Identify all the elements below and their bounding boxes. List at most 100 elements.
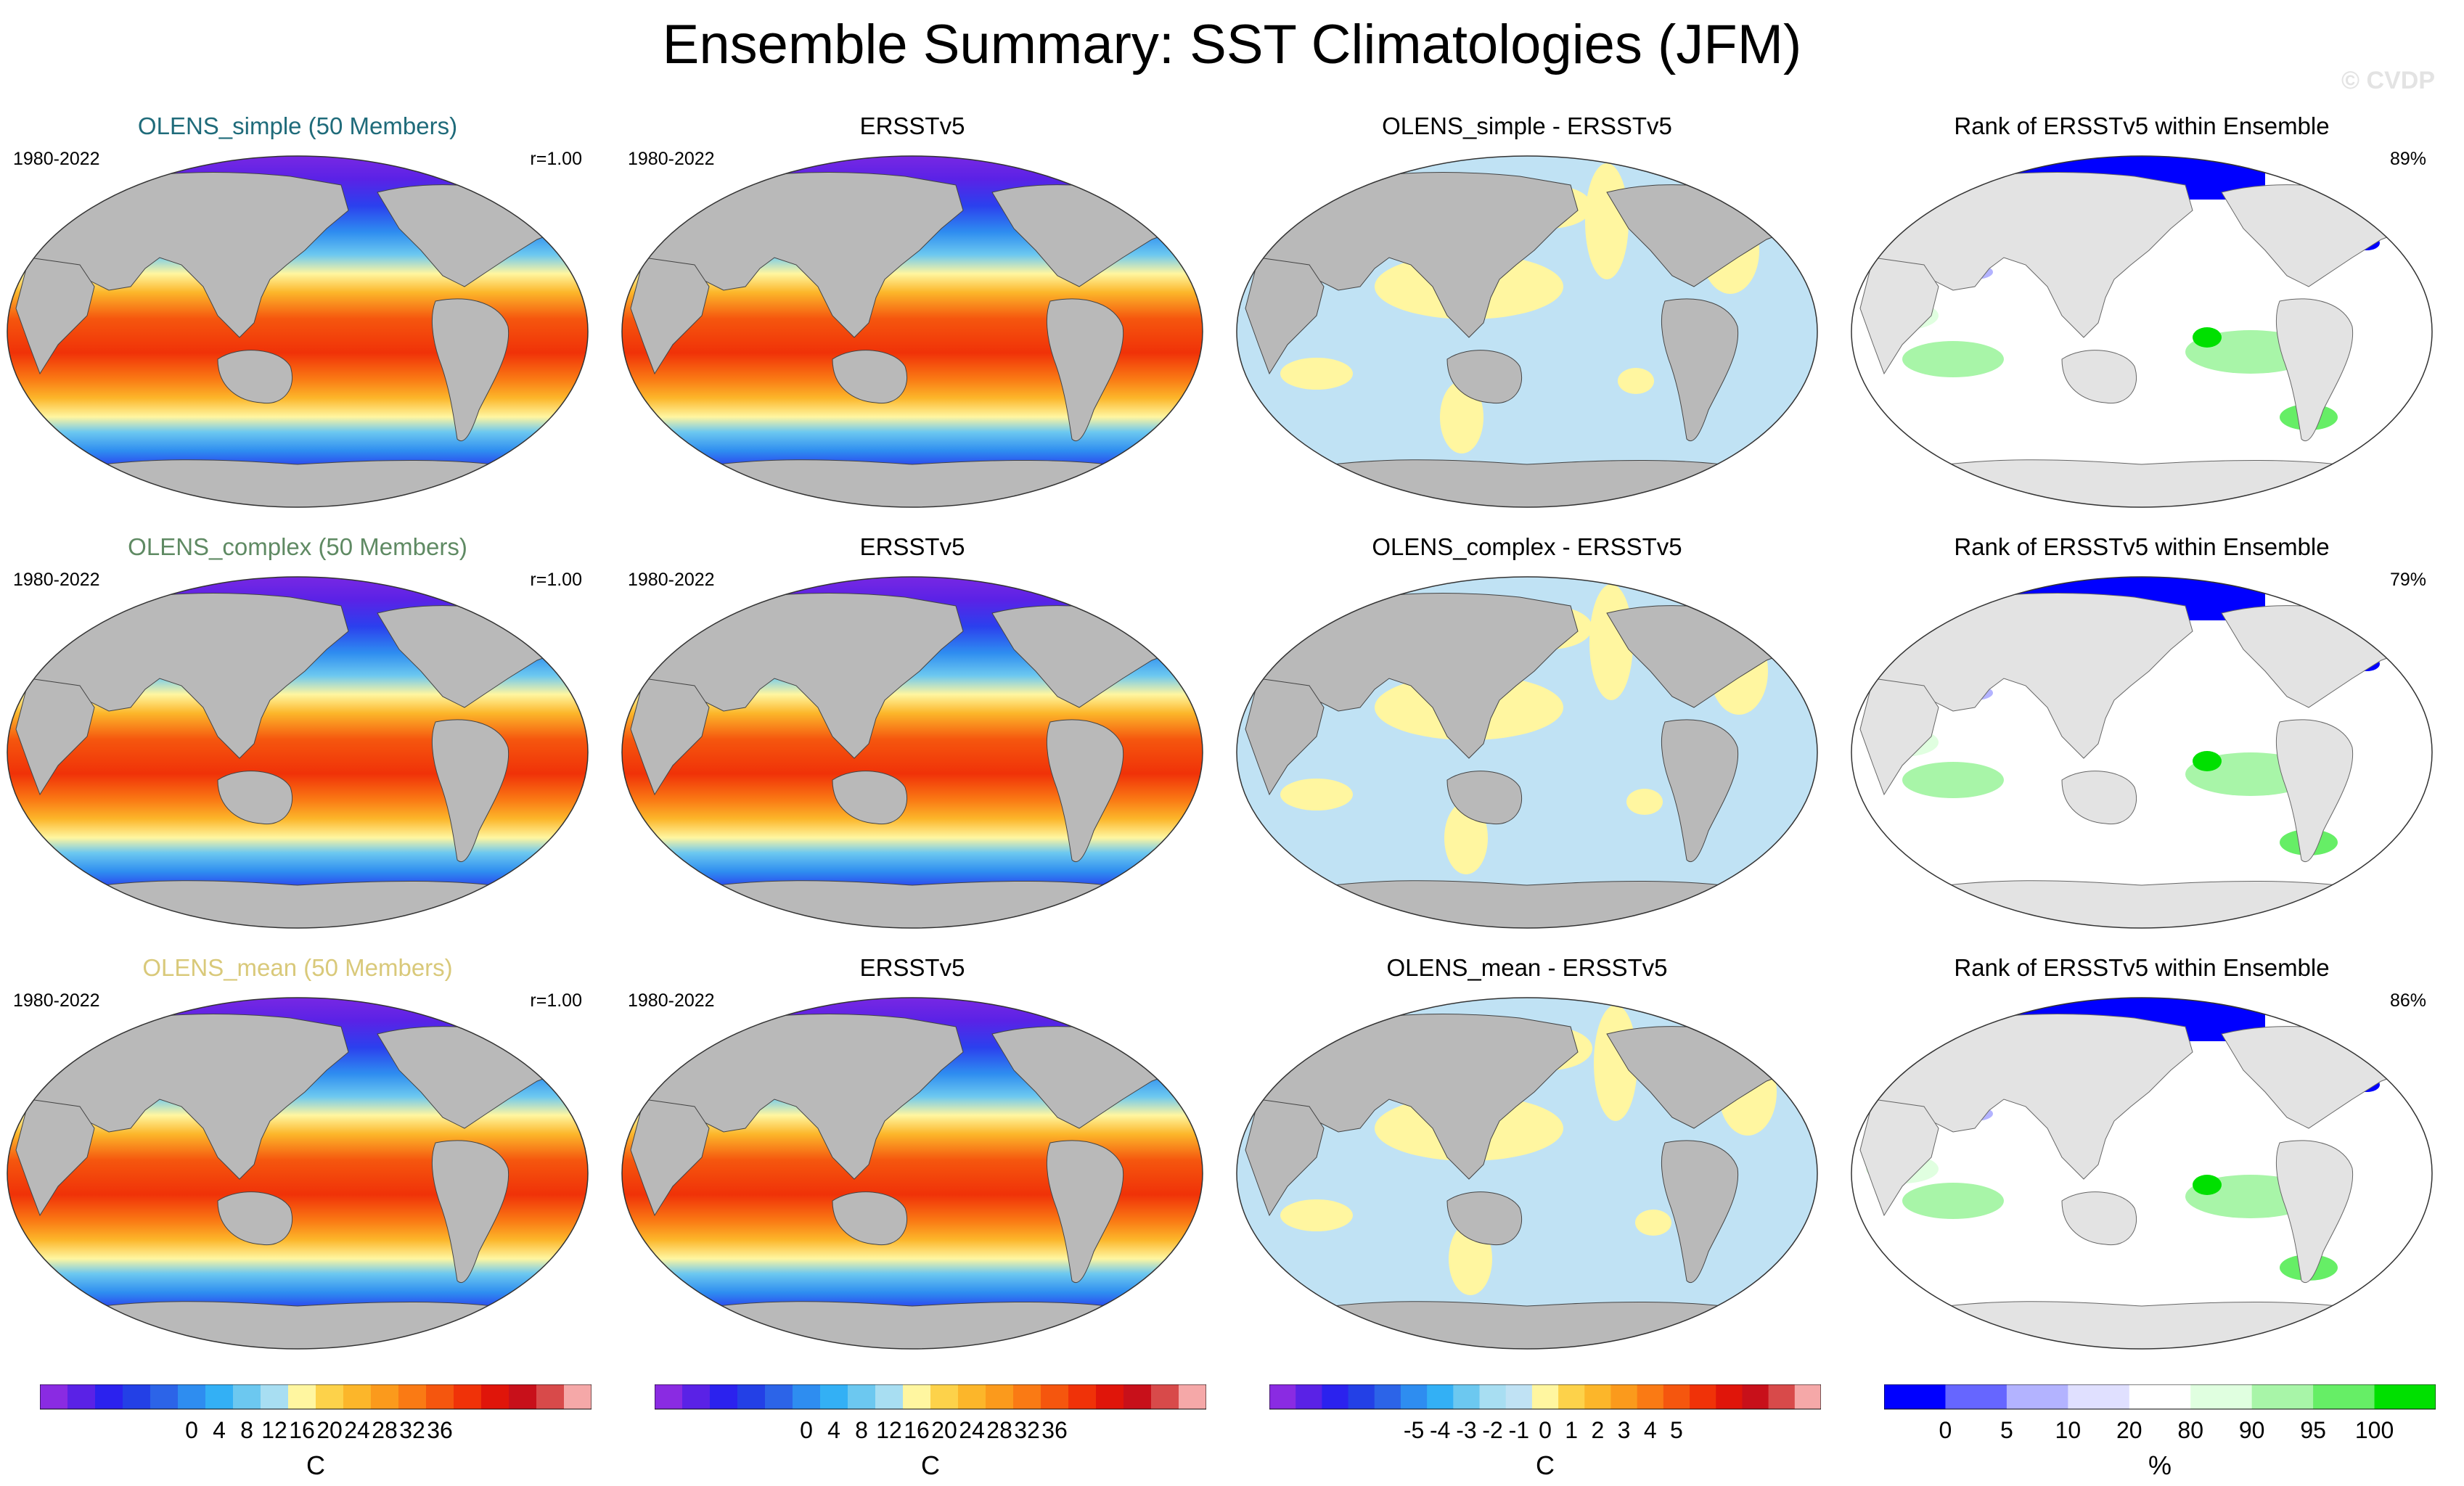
colorbar-swatch: [205, 1384, 234, 1409]
colorbar-swatch: [793, 1384, 821, 1409]
colorbar-swatch: [1179, 1384, 1206, 1409]
land-mask: [1901, 459, 2383, 507]
high-rank-region: [2193, 1175, 2222, 1195]
map-panel-diff: OLENS_complex - ERSSTv5: [1229, 533, 1825, 940]
land-mask: [1245, 678, 1325, 796]
map-panel-diff: OLENS_simple - ERSSTv5: [1229, 112, 1825, 519]
world-map: [1851, 155, 2433, 508]
positive-anomaly-region: [1280, 358, 1353, 390]
colorbar-swatch: [1716, 1384, 1743, 1409]
period-label: 1980-2022: [628, 149, 715, 169]
panel-title: OLENS_complex - ERSSTv5: [1372, 533, 1682, 560]
colorbar-swatch: [2313, 1384, 2375, 1409]
map-outline: [7, 155, 589, 508]
colorbar-tick-label: 32: [399, 1417, 425, 1443]
land-mask: [2061, 350, 2137, 404]
panel-title: OLENS_simple (50 Members): [137, 112, 458, 139]
land-mask: [217, 771, 293, 825]
colorbar-swatch: [1296, 1384, 1322, 1409]
land-mask: [15, 678, 95, 796]
colorbar-swatch: [1945, 1384, 2007, 1409]
positive-anomaly-region: [1280, 779, 1353, 810]
colorbar-swatch: [2129, 1384, 2191, 1409]
colorbar-tick-label: 16: [904, 1417, 930, 1443]
colorbar-tick-label: 24: [959, 1417, 985, 1443]
land-mask: [832, 1191, 908, 1246]
world-map: [1851, 576, 2433, 929]
colorbar-swatch: [2190, 1384, 2253, 1409]
colorbar-swatch: [564, 1384, 592, 1409]
land-mask: [500, 599, 560, 625]
rank-percentage: 86%: [2389, 990, 2426, 1011]
map-outline: [1851, 155, 2433, 508]
panel-title: Rank of ERSSTv5 within Ensemble: [1954, 533, 2330, 560]
colorbar-tick-label: 8: [240, 1417, 253, 1443]
colorbar-swatch: [1768, 1384, 1796, 1409]
land-mask: [1286, 459, 1768, 507]
colorbar-swatch: [655, 1384, 683, 1409]
colorbar-unit-label: C: [921, 1450, 940, 1480]
land-mask: [630, 678, 710, 796]
high-rank-region: [1902, 762, 2004, 798]
rank-percentage: 89%: [2389, 149, 2426, 169]
land-mask: [1446, 350, 1523, 404]
world-map: [1236, 576, 1818, 929]
panel-title: ERSSTv5: [859, 112, 965, 139]
world-map: [621, 576, 1203, 929]
panel-title: ERSSTv5: [859, 533, 965, 560]
colorbar-tick-label: 20: [2116, 1417, 2142, 1443]
colorbar-swatch: [1151, 1384, 1179, 1409]
period-label: 1980-2022: [13, 990, 100, 1011]
land-mask: [1115, 599, 1174, 625]
map-panel-model: OLENS_complex (50 Members) 1980-2022 r=1.0…: [0, 533, 595, 940]
colorbar-tick-label: -2: [1482, 1417, 1502, 1443]
colorbar-unit-label: C: [306, 1450, 325, 1480]
colorbar-tick-label: 12: [876, 1417, 902, 1443]
high-rank-region: [1902, 341, 2004, 377]
colorbar-swatch: [288, 1384, 316, 1409]
colorbar-swatch: [737, 1384, 766, 1409]
land-mask: [1859, 678, 1939, 796]
colorbar-swatch: [1794, 1384, 1821, 1409]
colorbar-swatch: [316, 1384, 344, 1409]
colorbar-swatch: [1400, 1384, 1428, 1409]
colorbar-swatch: [343, 1384, 372, 1409]
world-map: [1236, 155, 1818, 508]
land-mask: [1046, 298, 1124, 441]
world-map: [7, 576, 589, 929]
colorbar-swatch: [1322, 1384, 1349, 1409]
world-map: [7, 155, 589, 508]
land-mask: [2061, 1191, 2137, 1246]
land-mask: [2344, 1020, 2404, 1046]
correlation-label: r=1.00: [530, 990, 582, 1011]
colorbar-swatch: [958, 1384, 986, 1409]
colorbar-swatch: [536, 1384, 565, 1409]
colorbar-tick-label: -3: [1456, 1417, 1476, 1443]
colorbar-swatch: [682, 1384, 711, 1409]
land-mask: [1730, 178, 1789, 204]
colorbar-tick-label: 0: [1539, 1417, 1552, 1443]
map-outline: [621, 997, 1203, 1350]
map-panel-obs: ERSSTv5 1980-2022: [615, 954, 1210, 1360]
colorbar-swatch: [1663, 1384, 1690, 1409]
colorbar-tick-label: 0: [800, 1417, 813, 1443]
land-mask: [2344, 599, 2404, 625]
colorbar: 0 4 8 12 16 20 24 28 32 36 C: [655, 1384, 1206, 1486]
colorbar-border: [1884, 1384, 2436, 1410]
map-panel-obs: ERSSTv5 1980-2022: [615, 533, 1210, 940]
map-outline: [1851, 997, 2433, 1350]
high-rank-region: [1902, 1183, 2004, 1219]
land-mask: [15, 257, 95, 375]
colorbar-swatch: [1096, 1384, 1124, 1409]
land-mask: [1661, 1140, 1739, 1283]
map-outline: [7, 576, 589, 929]
colorbar-tick-label: 28: [372, 1417, 398, 1443]
colorbar-swatch: [233, 1384, 261, 1409]
panel-title: OLENS_mean (50 Members): [142, 954, 453, 981]
colorbar: -5 -4 -3 -2 -1 0 1 2 3 4 5 C: [1269, 1384, 1821, 1486]
colorbar-tick-label: 80: [2177, 1417, 2203, 1443]
colorbar-swatch: [1123, 1384, 1152, 1409]
map-outline: [621, 155, 1203, 508]
land-mask: [217, 1191, 293, 1246]
positive-anomaly-region: [1635, 1210, 1671, 1236]
